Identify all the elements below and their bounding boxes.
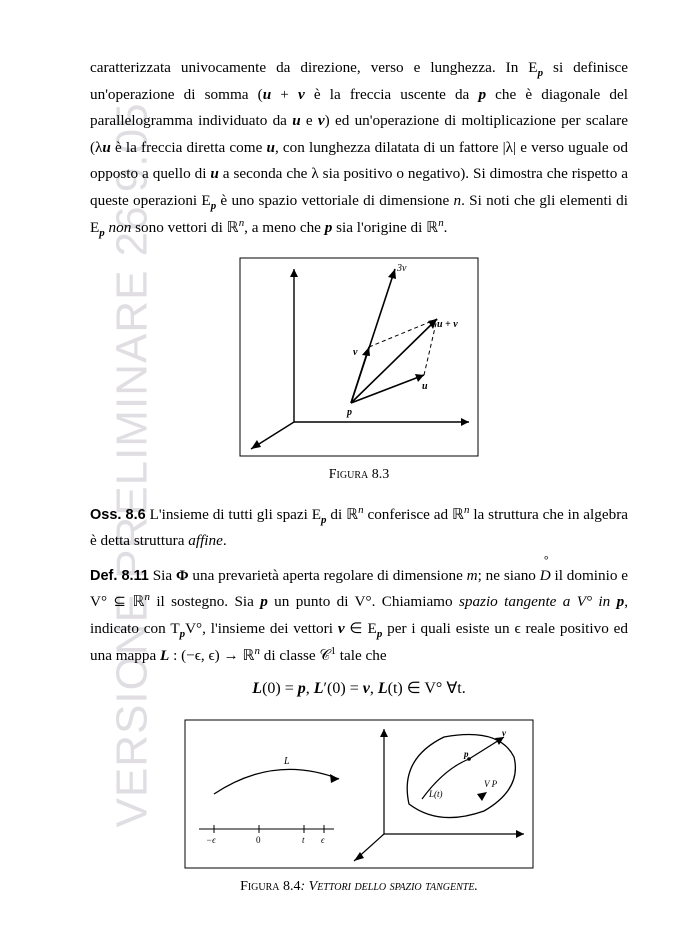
text: è la freccia diretta come [111,139,267,156]
text: tale che [336,647,387,664]
text: Φ [176,567,189,584]
text: p [298,680,306,697]
text: v [298,86,305,103]
label-t: t [302,835,305,845]
text: conferisce ad ℝ [364,506,464,523]
text: un punto di V°. Chiamiamo [268,593,459,610]
figure-8-4-caption: Figura 8.4: Vettori dello spazio tangent… [90,875,628,900]
text: , [370,680,378,697]
text: una prevarietà aperta regolare di dimens… [189,567,467,584]
text: V°, l'insieme dei vettori [185,620,338,637]
text: v [318,112,325,129]
text: ∈ E [345,620,377,637]
text: D [540,567,551,584]
text: Sia [149,567,176,584]
text: di classe 𝒞 [260,647,331,664]
figure-8-3-caption: Figura 8.3 [90,463,628,488]
text: u [263,86,271,103]
label-upv: u + v [437,319,458,330]
text: affine [188,532,223,549]
text: e [301,112,318,129]
text: L [160,647,169,664]
label-0: 0 [256,835,261,845]
page-content: caratterizzata univocamente da direzione… [0,0,674,944]
text: Figura 8.4 [240,879,300,894]
text: n [454,192,462,209]
text: (t) ∈ V° ∀t. [388,680,466,697]
text: v [363,680,370,697]
def-label: Def. 8.11 [90,568,149,584]
figure-8-4: 0 t −ϵ ϵ L L(t) p v V P [184,719,534,869]
text: ′(0) = [324,680,363,697]
text: : Vettori dello spazio tangente. [301,879,478,894]
text: di ℝ [327,506,359,523]
text: è la freccia uscente da [305,86,479,103]
text: p [99,227,104,239]
text: m [467,567,478,584]
text: u [102,139,110,156]
text: spazio tangente a V° in p [459,593,624,610]
text: sono vettori di ℝ [131,219,238,236]
text: è uno spazio vettoriale di dimensione [216,192,453,209]
label-3v: 3v [396,263,407,274]
label-p2: p [463,749,469,759]
text: , [306,680,314,697]
text: L [378,680,388,697]
text: (0) = [262,680,298,697]
label-Lt: L(t) [428,789,443,799]
label-L: L [283,756,290,767]
equation: L(0) = p, L′(0) = v, L(t) ∈ V° ∀t. [90,675,628,703]
text: non [109,219,132,236]
text: p [260,593,268,610]
text: . [444,219,448,236]
text: L'insieme di tutti gli spazi E [146,506,321,523]
text: L [252,680,262,697]
text: L [314,680,324,697]
label-u: u [422,381,428,392]
label-v2: v [502,728,507,738]
label-v: v [353,347,358,358]
text: ; ne siano [478,567,540,584]
text: u [292,112,300,129]
def-8-11: Def. 8.11 Sia Φ una prevarietà aperta re… [90,563,628,669]
text: caratterizzata univocamente da direzione… [90,59,538,76]
oss-label: Oss. 8.6 [90,507,146,523]
paragraph-main: caratterizzata univocamente da direzione… [90,55,628,241]
label-me: −ϵ [206,835,216,845]
text: . [223,532,227,549]
label-vp: V P [484,779,498,789]
label-p: p [346,407,352,418]
text: : (−ϵ, ϵ) → ℝ [169,647,254,664]
text: , a meno che [244,219,325,236]
text: u [210,165,218,182]
label-e: ϵ [321,835,325,845]
text: p [478,86,486,103]
text: sia l'origine di ℝ [332,219,438,236]
text: il sostegno. Sia [150,593,260,610]
figure-8-3: p u v 3v u + v [239,257,479,457]
oss-8-6: Oss. 8.6 L'insieme di tutti gli spazi Ep… [90,502,628,555]
text: v [338,620,345,637]
text: u [266,139,274,156]
